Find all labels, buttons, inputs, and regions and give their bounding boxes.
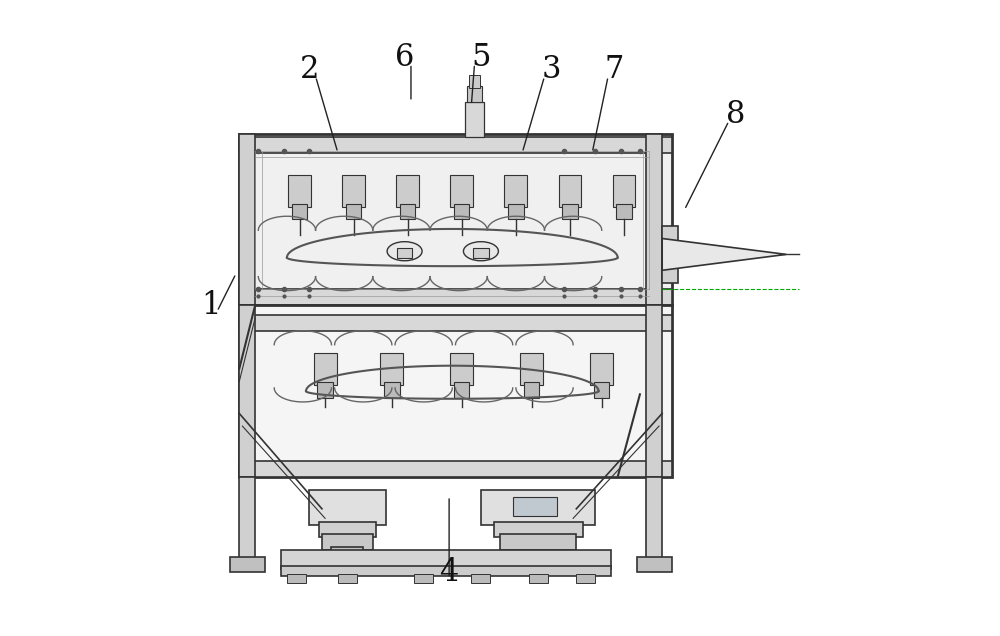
Bar — [230, 556, 265, 572]
Text: 2: 2 — [299, 55, 319, 85]
Bar — [287, 574, 306, 583]
Bar — [380, 353, 403, 385]
Bar — [454, 204, 469, 219]
Bar — [322, 534, 373, 550]
Bar — [637, 556, 672, 572]
Bar — [309, 490, 386, 525]
Bar — [384, 382, 400, 398]
Bar — [239, 315, 672, 331]
Bar — [239, 134, 255, 305]
Bar — [239, 477, 255, 560]
Bar — [331, 547, 363, 563]
Bar — [500, 534, 576, 550]
Bar — [239, 289, 672, 305]
Bar — [520, 353, 543, 385]
Text: 8: 8 — [726, 99, 745, 130]
Bar — [314, 353, 337, 385]
Text: 7: 7 — [605, 55, 624, 85]
Text: 4: 4 — [439, 557, 459, 588]
Bar — [465, 102, 484, 137]
Bar — [469, 75, 480, 88]
Bar — [471, 574, 490, 583]
Bar — [494, 522, 583, 537]
Bar — [576, 574, 595, 583]
Bar — [513, 497, 557, 516]
Bar — [524, 382, 539, 398]
Bar — [590, 353, 613, 385]
Bar — [529, 574, 548, 583]
Bar — [504, 175, 527, 207]
Bar — [559, 175, 581, 207]
Bar — [239, 134, 672, 305]
Ellipse shape — [463, 242, 498, 261]
Bar — [338, 574, 357, 583]
Bar — [396, 175, 419, 207]
Bar — [239, 137, 672, 153]
Bar — [481, 490, 595, 525]
Bar — [450, 175, 473, 207]
Bar — [646, 305, 662, 477]
Bar — [646, 134, 662, 305]
Bar — [562, 204, 578, 219]
Bar — [616, 204, 632, 219]
Bar — [281, 550, 611, 569]
Bar — [317, 382, 333, 398]
Text: 5: 5 — [471, 42, 491, 73]
Bar — [239, 305, 672, 477]
Bar — [414, 574, 433, 583]
Bar — [594, 382, 609, 398]
Bar — [239, 305, 255, 477]
Polygon shape — [662, 238, 786, 270]
Bar — [342, 175, 365, 207]
Bar — [613, 175, 635, 207]
Bar — [288, 175, 311, 207]
Bar — [292, 204, 307, 219]
Bar — [646, 477, 662, 560]
Bar — [397, 248, 412, 258]
Bar — [346, 204, 361, 219]
Bar — [319, 522, 376, 537]
Ellipse shape — [387, 242, 422, 261]
Bar — [454, 382, 469, 398]
Text: 6: 6 — [395, 42, 414, 73]
Text: 3: 3 — [541, 55, 561, 85]
Bar — [400, 204, 415, 219]
Text: 1: 1 — [201, 290, 220, 321]
Bar — [281, 566, 611, 576]
Bar — [662, 226, 678, 283]
Bar — [473, 248, 489, 258]
Bar — [239, 461, 672, 477]
Bar — [467, 86, 482, 102]
Bar — [508, 204, 524, 219]
Bar — [450, 353, 473, 385]
